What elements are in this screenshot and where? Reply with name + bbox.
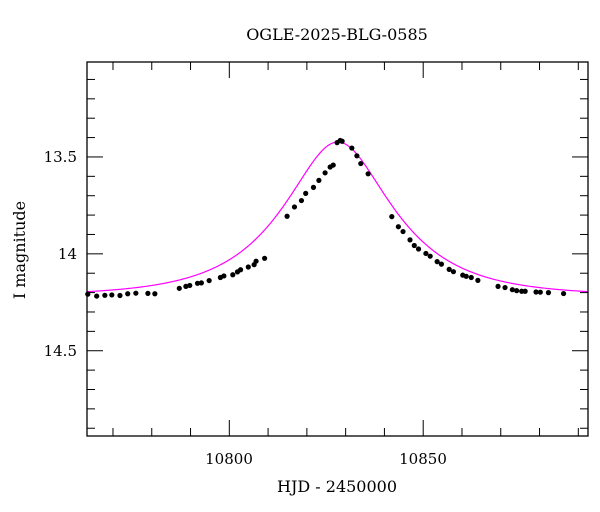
- data-point: [411, 242, 417, 249]
- x-tick-label: 10800: [205, 450, 253, 468]
- data-point: [230, 272, 236, 278]
- data-point: [187, 282, 193, 289]
- y-axis-label: I magnitude: [10, 201, 29, 299]
- axis-ticks: [87, 62, 588, 436]
- data-point: [253, 258, 259, 264]
- data-point: [237, 267, 244, 273]
- x-tick-labels: 10800 10850: [205, 450, 447, 468]
- x-tick-label: 10850: [399, 450, 447, 468]
- data-point: [475, 277, 481, 283]
- y-tick-label: 13.5: [44, 148, 77, 166]
- data-point: [468, 274, 474, 281]
- data-point: [94, 293, 100, 299]
- data-point: [117, 292, 123, 299]
- data-point: [262, 255, 268, 261]
- plot-frame: [86, 61, 589, 437]
- data-point: [206, 277, 212, 284]
- data-point: [102, 292, 108, 298]
- y-tick-label: 14.5: [44, 342, 77, 360]
- data-point: [400, 228, 406, 235]
- data-point: [427, 253, 433, 259]
- data-point: [450, 269, 457, 275]
- data-point: [183, 283, 189, 289]
- data-point: [198, 280, 204, 286]
- data-point: [509, 287, 515, 293]
- data-point: [446, 266, 452, 272]
- model-line: [86, 141, 589, 293]
- data-point: [349, 145, 355, 151]
- data-point: [415, 246, 422, 252]
- data-point: [284, 213, 290, 219]
- data-point: [560, 290, 567, 297]
- data-point: [322, 170, 328, 176]
- data-point: [514, 288, 520, 294]
- data-point: [221, 273, 227, 279]
- data-point: [125, 291, 131, 297]
- data-point: [365, 171, 371, 177]
- data-point: [438, 261, 445, 267]
- model-curve: [86, 141, 589, 293]
- data-points: [85, 137, 567, 299]
- data-point: [434, 259, 440, 265]
- data-point: [533, 289, 539, 295]
- data-point: [339, 138, 345, 144]
- data-point: [152, 291, 158, 297]
- data-point: [354, 153, 360, 159]
- data-point: [463, 273, 469, 279]
- data-point: [495, 283, 501, 289]
- data-point: [303, 190, 309, 196]
- data-point: [502, 284, 508, 291]
- data-point: [310, 184, 317, 190]
- data-point: [423, 250, 429, 257]
- data-point: [194, 280, 201, 286]
- y-tick-labels: 13.5 14 14.5: [44, 148, 77, 360]
- data-point: [395, 224, 401, 230]
- data-point: [389, 214, 395, 220]
- data-point: [245, 264, 251, 270]
- data-point: [537, 289, 543, 295]
- chart-title: OGLE-2025-BLG-0585: [246, 25, 428, 44]
- data-point: [407, 237, 413, 243]
- data-point: [145, 290, 151, 296]
- x-axis-label: HJD - 2450000: [277, 477, 397, 496]
- data-point: [298, 197, 305, 204]
- data-point: [133, 290, 139, 296]
- data-point: [176, 285, 182, 291]
- data-point: [291, 204, 298, 210]
- data-point: [316, 177, 322, 183]
- data-point: [330, 162, 336, 168]
- y-tick-label: 14: [58, 245, 77, 263]
- data-point: [109, 292, 115, 298]
- data-point: [522, 288, 528, 294]
- data-point: [358, 160, 364, 167]
- data-point: [545, 290, 552, 296]
